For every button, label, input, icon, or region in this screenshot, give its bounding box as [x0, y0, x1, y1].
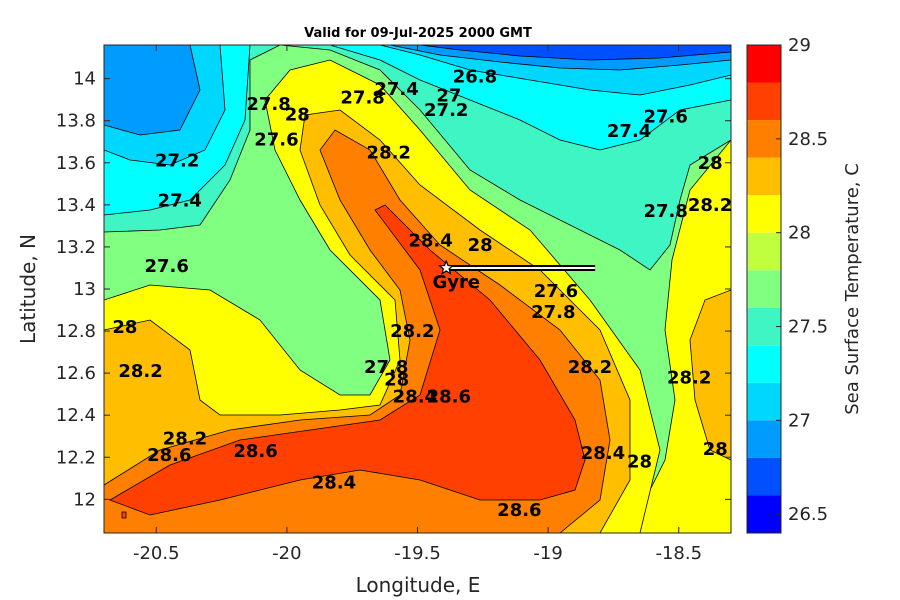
sst-band-26-8 [104, 45, 201, 136]
x-axis: -20.5 -20 -19.5 -19 -18.5 [133, 45, 702, 564]
x-tick-label: -19 [533, 543, 562, 564]
y-tick-label: 12.2 [56, 447, 96, 468]
colorbar-swatch [747, 420, 781, 458]
contour-label: 28.2 [118, 361, 162, 382]
contour-label: 27.6 [144, 256, 188, 277]
colorbar-tick-label: 27.5 [788, 317, 828, 338]
colorbar-swatch [747, 120, 781, 158]
contour-label: 28 [627, 451, 652, 472]
contour-label: 28.4 [408, 231, 452, 252]
contour-label: 28 [468, 235, 493, 256]
y-axis: 12 12.2 12.4 12.6 12.8 13 13.2 13.4 13.6 13.8 14 [56, 69, 731, 510]
contour-label: 27.8 [643, 201, 687, 222]
gyre-star-marker [438, 259, 455, 275]
colorbar-swatch [747, 157, 781, 196]
contour-label: 28.6 [497, 500, 541, 521]
contour-label: 27.8 [364, 357, 408, 378]
colorbar-tick-label: 26.5 [788, 504, 828, 525]
y-tick-label: 13.4 [56, 195, 96, 216]
y-tick-label: 13.8 [56, 111, 96, 132]
colorbar-swatch [747, 45, 781, 83]
y-tick-label: 13 [73, 279, 96, 300]
colorbar-swatch [747, 382, 781, 421]
x-tick-label: -19.5 [394, 543, 441, 564]
contour-label: 27.6 [254, 130, 298, 151]
colorbar-swatch [747, 495, 781, 533]
contour-label: 27.6 [643, 107, 687, 128]
colorbar: 26.5 27 27.5 28 28.5 29 [746, 35, 828, 534]
colorbar-tick-label: 29 [788, 35, 811, 56]
contour-label: 28 [384, 369, 409, 390]
x-tick-label: -20.5 [133, 543, 180, 564]
colorbar-tick-label: 27 [788, 410, 811, 431]
contour-label: 27.8 [340, 88, 384, 109]
x-tick-label: -20 [272, 543, 301, 564]
contour-label: 28.2 [390, 321, 434, 342]
colorbar-swatch [747, 345, 781, 383]
colorbar-label: Sea Surface Temperature, C [842, 163, 863, 415]
x-axis-label: Longitude, E [356, 573, 481, 597]
contour-label: 27 [436, 85, 461, 106]
y-tick-label: 14 [73, 69, 96, 90]
y-tick-label: 12.6 [56, 363, 96, 384]
sst-band-28-0-east [619, 139, 731, 533]
contour-labels: 26.82727.227.427.827.82827.628.227.227.4… [112, 67, 732, 521]
contour-label: 28.4 [393, 386, 437, 407]
colorbar-swatch [747, 457, 781, 496]
contour-label: 28.2 [568, 357, 612, 378]
colorbar-tick-label: 28 [788, 223, 811, 244]
sst-band-26-6 [419, 45, 731, 61]
contour-label: 27.2 [424, 100, 468, 121]
contour-label: 28.2 [688, 195, 732, 216]
y-tick-label: 12.4 [56, 405, 96, 426]
colorbar-swatch [747, 307, 781, 346]
contour-label: 28.2 [667, 367, 711, 388]
contour-label: 28.6 [427, 386, 471, 407]
sst-band-28-8-blob [121, 511, 127, 519]
y-tick-label: 13.6 [56, 153, 96, 174]
contour-label: 28.6 [233, 441, 277, 462]
plot-area [104, 45, 731, 533]
contour-label: 27.2 [155, 151, 199, 172]
y-axis-label: Latitude, N [16, 234, 40, 344]
contour-label: 28 [698, 153, 723, 174]
contour-label: 28 [285, 104, 310, 125]
contour-label: 28.6 [147, 445, 191, 466]
contour-label: 28 [703, 439, 728, 460]
contour-label: 27.8 [531, 302, 575, 323]
contour-label: 28.4 [312, 473, 356, 494]
y-tick-label: 13.2 [56, 237, 96, 258]
contour-label: 27.8 [246, 94, 290, 115]
contour-label: 28.2 [163, 428, 207, 449]
contour-label: 27.4 [374, 79, 418, 100]
contour-label: 27.4 [607, 121, 651, 142]
sst-band-28-6 [109, 204, 586, 516]
contour-label: 26.8 [453, 67, 497, 88]
colorbar-swatch [747, 195, 781, 233]
gyre-label: Gyre [432, 272, 480, 293]
contour-label: 27.6 [534, 281, 578, 302]
colorbar-frame [746, 44, 782, 534]
sst-band-28-2-east [689, 289, 731, 461]
colorbar-tick-label: 28.5 [788, 129, 828, 150]
y-tick-label: 12 [73, 489, 96, 510]
x-tick-label: -18.5 [655, 543, 702, 564]
colorbar-swatch [747, 232, 781, 271]
contour-label: 28.2 [367, 142, 411, 163]
colorbar-swatch [747, 270, 781, 308]
contour-label: 28.4 [581, 443, 625, 464]
contour-label: 27.4 [158, 191, 202, 212]
colorbar-swatch [747, 82, 781, 121]
y-tick-label: 12.8 [56, 321, 96, 342]
chart-title: Valid for 09-Jul-2025 2000 GMT [304, 26, 532, 41]
gyre-annotation: Gyre [432, 259, 596, 293]
contour-label: 28 [112, 317, 137, 338]
